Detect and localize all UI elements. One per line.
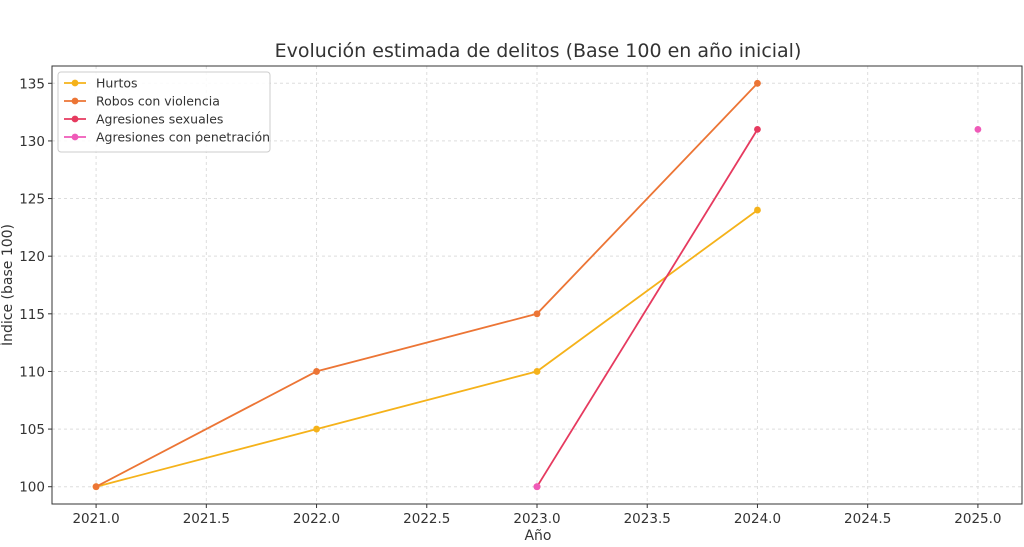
data-point <box>533 368 541 375</box>
x-axis-label: Año <box>524 528 551 544</box>
data-point <box>974 125 982 133</box>
y-tick-label: 120 <box>19 249 45 265</box>
data-point <box>313 368 320 375</box>
x-tick-label: 2021.0 <box>72 511 119 527</box>
legend-box <box>57 71 271 153</box>
x-tick-label: 2021.5 <box>183 511 230 527</box>
data-point <box>754 125 761 133</box>
data-point <box>533 483 541 491</box>
data-point <box>313 425 320 433</box>
legend-entry-label: Hurtos <box>96 76 138 91</box>
plot-frame <box>51 65 1023 505</box>
series-line <box>95 209 759 488</box>
x-tick-label: 2025.0 <box>954 511 1001 527</box>
data-point <box>754 79 761 87</box>
data-point <box>754 206 761 214</box>
x-tick-label: 2024.0 <box>734 511 781 527</box>
legend-swatch-marker <box>71 79 79 87</box>
chart-title: Evolución estimada de delitos (Base 100 … <box>275 40 802 62</box>
data-point <box>92 483 100 491</box>
legend-entry-label: Agresiones con penetración <box>96 130 270 145</box>
y-tick-label: 125 <box>19 192 45 208</box>
series-1 <box>92 79 761 491</box>
series-line <box>95 82 759 488</box>
series-line <box>536 128 759 488</box>
legend: Hurtos Robos con violencia Agresiones sexu… <box>57 71 271 153</box>
y-tick-label: 105 <box>19 422 45 438</box>
legend-entry-label: Robos con violencia <box>96 94 220 109</box>
y-tick-label: 135 <box>19 76 45 92</box>
x-tick-label: 2023.0 <box>513 511 560 527</box>
y-tick-label: 130 <box>19 134 45 150</box>
legend-entry-label: Agresiones sexuales <box>96 112 223 127</box>
y-tick-label: 100 <box>19 480 45 496</box>
x-tick-label: 2024.5 <box>844 511 891 527</box>
data-point <box>533 310 541 318</box>
x-tick-label: 2022.5 <box>403 511 450 527</box>
plot-area <box>92 79 982 491</box>
y-tick-label: 115 <box>19 307 45 323</box>
series-3 <box>533 125 982 491</box>
legend-swatch-marker <box>71 133 79 141</box>
axes: 2021.0 2021.5 2022.0 2022.5 2023.0 2023.5 2024… <box>19 65 1023 527</box>
legend-swatch-marker <box>71 115 79 123</box>
x-tick-label: 2022.0 <box>293 511 340 527</box>
y-tick-label: 110 <box>19 364 45 380</box>
legend-swatch-marker <box>71 97 79 105</box>
y-axis-label: Índice (base 100) <box>0 224 16 346</box>
series-0 <box>92 206 761 491</box>
x-tick-label: 2023.5 <box>624 511 671 527</box>
